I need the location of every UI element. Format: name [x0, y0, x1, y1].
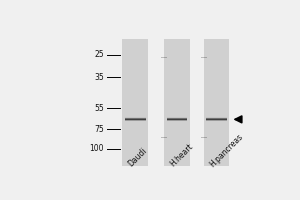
Text: 100: 100 [89, 144, 104, 153]
Bar [164, 39, 190, 166]
Text: 35: 35 [94, 73, 104, 82]
Text: 55: 55 [94, 104, 104, 113]
Bar [201, 137, 207, 138]
Text: H.heart: H.heart [168, 142, 195, 169]
Text: 75: 75 [94, 125, 104, 134]
Text: 25: 25 [94, 50, 104, 59]
Bar [161, 137, 167, 138]
Bar [204, 39, 229, 166]
Bar [161, 57, 167, 58]
Bar [201, 57, 207, 58]
Text: H.pancreas: H.pancreas [208, 132, 245, 169]
Text: Daudi: Daudi [127, 146, 149, 169]
Bar [122, 39, 148, 166]
